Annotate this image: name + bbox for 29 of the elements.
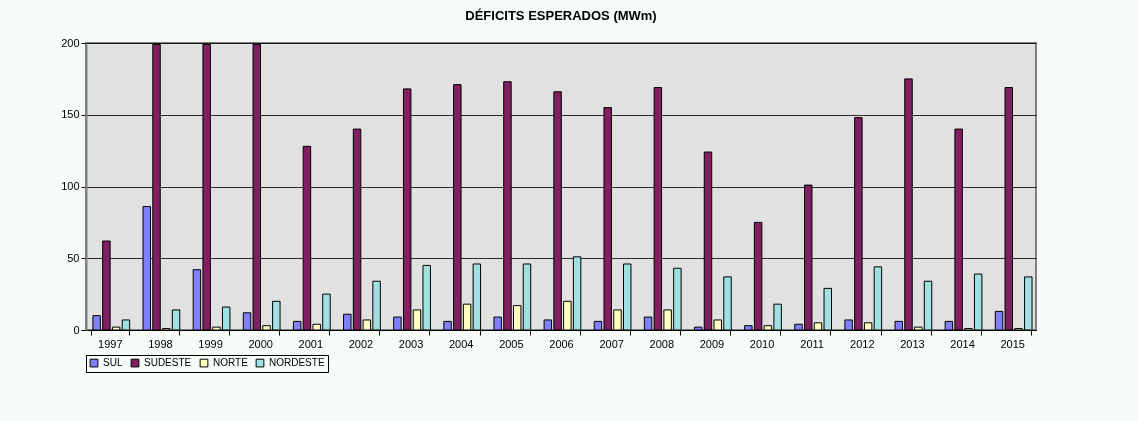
x-tick-label: 1997	[98, 337, 123, 350]
x-tick-label: 2009	[699, 337, 725, 350]
x-tick-label: 2004	[448, 337, 474, 350]
legend-label: NORDESTE	[269, 357, 325, 369]
x-tick-label: 2012	[850, 337, 875, 350]
y-tick-label: 200	[61, 36, 80, 49]
x-tick-label: 1998	[148, 337, 173, 350]
chart-title: DÉFICITS ESPERADOS (MWm)	[465, 8, 657, 23]
y-tick-label: 100	[61, 180, 80, 192]
x-tick-label: 1999	[198, 337, 223, 350]
x-tick-label: 2011	[800, 337, 824, 350]
x-tick-label: 2001	[298, 337, 324, 350]
x-tick-label: 2014	[950, 337, 975, 350]
legend-label: NORTE	[213, 357, 249, 369]
y-tick-label: 150	[61, 108, 80, 121]
x-tick-label: 2008	[649, 337, 675, 350]
x-tick-label: 2000	[248, 337, 273, 350]
x-tick-label: 2003	[398, 337, 424, 350]
x-tick-label: 2010	[749, 337, 775, 350]
legend-label: SUDESTE	[144, 357, 192, 369]
legend-label: SUL	[103, 357, 123, 369]
x-tick-label: 2002	[348, 337, 374, 350]
y-tick-label: 0	[73, 323, 80, 336]
x-tick-label: 2005	[499, 337, 524, 350]
x-tick-label: 2006	[549, 337, 574, 350]
x-tick-label: 2015	[1000, 337, 1025, 350]
y-tick-label: 50	[67, 251, 80, 264]
x-tick-label: 2013	[900, 337, 925, 350]
x-tick-label: 2007	[599, 337, 624, 350]
